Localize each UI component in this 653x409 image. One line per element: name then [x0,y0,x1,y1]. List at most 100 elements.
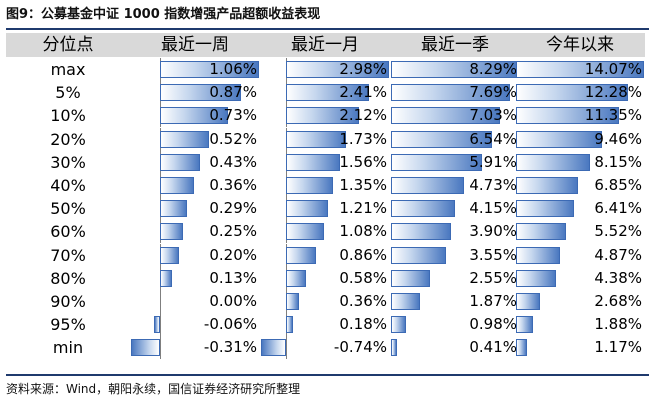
data-bar [261,339,287,357]
data-bar [159,246,179,264]
cell-value: 14.07% [584,60,642,78]
header-quarter: 最近一季 [421,35,489,55]
data-bar [159,107,229,125]
data-bar [391,130,492,148]
data-bar [159,61,259,78]
table-row: 95% -0.06% 0.18% 0.98% 1.88% [6,313,645,337]
cell-value: 12.28% [584,83,642,102]
cell-month: 0.36% [260,290,390,313]
cell-value: 1.08% [339,222,387,241]
cell-quarter: 0.41% [390,336,520,359]
cell-value: 0.73% [209,106,257,125]
row-label: max [50,60,86,79]
data-bar [286,107,360,125]
data-bar [516,130,603,148]
cell-month: 2.41% [260,81,390,105]
table-row: 50% 0.29% 1.21% 4.15% 6.41% [6,197,645,221]
cell-value: 1.21% [339,199,387,218]
table-row: 10% 0.73% 2.12% 7.03% 11.35% [6,104,645,128]
cell-week: 0.25% [130,220,260,244]
cell-value: 8.15% [594,152,642,171]
data-bar [286,269,307,287]
cell-value: 0.25% [209,222,257,241]
table-row: 60% 0.25% 1.08% 3.90% 5.52% [6,220,645,244]
cell-quarter: 3.55% [390,244,520,267]
cell-value: 1.56% [339,152,387,171]
header-month: 最近一月 [291,35,359,55]
row-label: 70% [50,245,86,265]
table-row: 20% 0.52% 1.73% 6.54% 9.46% [6,127,645,151]
cell-month: 1.35% [260,174,390,197]
bottom-rule [6,374,649,376]
cell-value: 0.18% [339,315,387,334]
cell-ytd: 12.28% [515,81,645,104]
cell-quarter: 7.69% [390,81,520,104]
cell-value: 11.35% [584,106,642,125]
data-bar [286,177,333,194]
cell-value: 6.41% [594,199,642,218]
data-bar [516,223,567,241]
table-row: 70% 0.20% 0.86% 3.55% 4.87% [6,243,645,267]
cell-ytd: 14.07% [515,58,645,81]
cell-quarter: 3.90% [390,220,520,243]
data-bar [159,223,184,241]
cell-value: -0.06% [203,315,257,334]
cell-quarter: 4.15% [390,197,520,220]
cell-value: 1.35% [339,176,387,194]
cell-ytd: 11.35% [515,104,645,127]
data-bar [516,84,628,102]
row-label: 50% [50,199,86,219]
cell-ytd: 6.41% [515,197,645,220]
table-row: 30% 0.43% 1.56% 5.91% 8.15% [6,150,645,174]
data-bar [159,177,194,194]
table-header: 分位点 最近一周 最近一月 最近一季 今年以来 [6,33,645,57]
cell-quarter: 0.98% [390,313,520,336]
cell-value: 0.13% [209,268,257,287]
cell-value: 7.03% [469,106,517,125]
cell-ytd: 2.68% [515,290,645,313]
row-label: 80% [50,268,86,288]
data-bar [159,153,201,171]
row-label: 5% [55,83,81,103]
data-bar [154,316,160,334]
data-bar [286,84,370,102]
cell-month: 1.21% [260,197,390,221]
cell-ytd: 4.87% [515,244,645,267]
cell-value: 0.20% [209,245,257,264]
cell-value: 3.55% [469,245,517,264]
cell-month: 0.58% [260,266,390,290]
cell-value: 1.06% [209,60,257,78]
header-percentile: 分位点 [42,35,94,55]
cell-ytd: 1.88% [515,313,645,336]
cell-value: 1.87% [469,292,517,310]
table-row: min -0.31% -0.74% 0.41% 1.17% [6,336,645,360]
data-bar [516,269,556,287]
data-bar [286,200,329,218]
source-note: 资料来源：Wind，朝阳永续，国信证券经济研究所整理 [6,382,301,396]
row-label: 10% [50,106,86,126]
cell-week: 0.00% [130,290,260,313]
data-bar [391,316,407,334]
data-bar [286,153,341,171]
cell-month: 2.12% [260,104,390,128]
cell-value: 4.73% [469,176,517,194]
cell-ytd: 5.52% [515,220,645,243]
cell-week: 0.73% [130,104,260,128]
cell-value: 6.85% [594,176,642,194]
cell-value: 0.98% [469,315,517,334]
data-bar [286,130,346,148]
cell-value: -0.31% [203,338,257,357]
data-bar [516,316,534,334]
cell-quarter: 6.54% [390,128,520,151]
cell-quarter: 7.03% [390,104,520,127]
cell-value: 1.73% [339,129,387,148]
zero-axis [286,336,288,360]
header-week: 最近一周 [161,35,229,55]
data-bar [516,61,644,78]
row-label: 30% [50,152,86,172]
cell-value: 1.17% [594,338,642,357]
cell-value: 5.91% [469,152,517,171]
data-bar [286,316,293,334]
row-label: 90% [50,292,86,311]
data-bar [286,61,389,78]
